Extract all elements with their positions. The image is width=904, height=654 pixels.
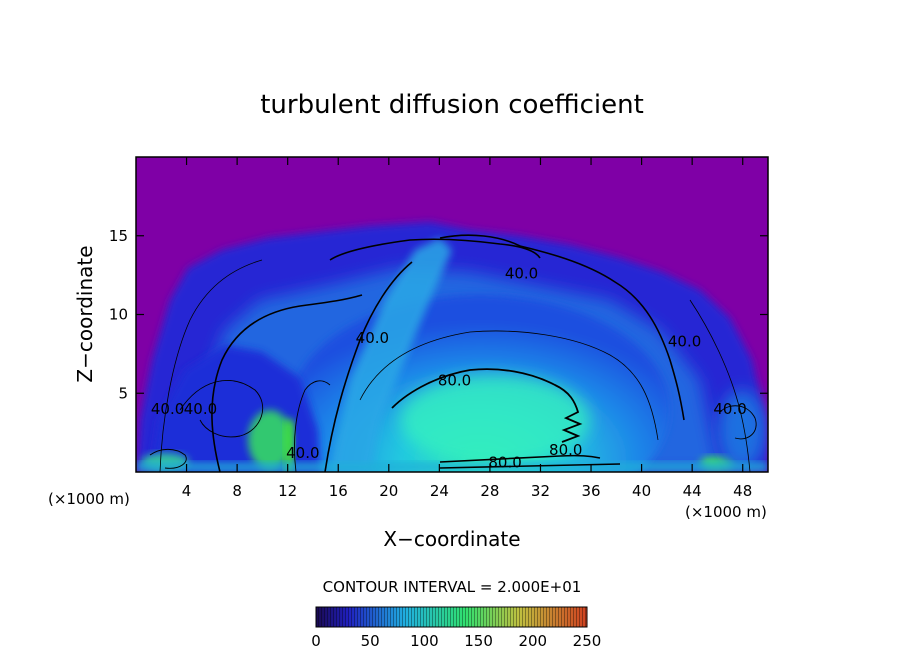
x-unit-left: (×1000 m) — [48, 490, 130, 508]
contour-lines — [149, 234, 757, 472]
y-axis-label: Z−coordinate — [73, 245, 97, 382]
field-right-eddy — [718, 390, 766, 470]
x-tick-label: 4 — [182, 482, 192, 500]
contour-40-main — [439, 234, 685, 421]
x-tick-label: 44 — [683, 482, 702, 500]
field-left-bright — [248, 410, 292, 470]
field-left-spike — [284, 420, 294, 472]
contour-eddy-4 — [294, 380, 331, 472]
contour-40-left — [211, 294, 363, 472]
colorbar-tick-label: 0 — [311, 632, 321, 650]
contour-label: 40.0 — [713, 400, 746, 418]
field-core-peak — [400, 375, 590, 465]
contour-60-inner — [359, 330, 659, 441]
contour-label: 80.0 — [488, 454, 521, 472]
contour-20-outer — [159, 259, 263, 472]
contour-label: 80.0 — [438, 372, 471, 390]
contour-label: 40.0 — [668, 332, 701, 350]
contour-eddy-3 — [719, 405, 757, 440]
x-tick-label: 32 — [531, 482, 550, 500]
x-unit-right: (×1000 m) — [685, 503, 767, 521]
y-axis: 5 10 15 — [109, 227, 768, 402]
contour-40-top — [329, 238, 541, 261]
x-axis-label: X−coordinate — [383, 527, 520, 551]
contour-80-core — [391, 368, 583, 443]
x-tick-label: 24 — [430, 482, 449, 500]
contour-20-right — [689, 299, 751, 472]
x-tick-label: 12 — [278, 482, 297, 500]
contour-80-bottom-1 — [439, 454, 601, 463]
contour-eddy-2 — [149, 448, 187, 469]
colorbar-tick-label: 150 — [464, 632, 493, 650]
contour-label: 40.0 — [151, 400, 184, 418]
x-tick-label: 16 — [329, 482, 348, 500]
x-tick-label: 20 — [379, 482, 398, 500]
colorbar-frame — [315, 606, 588, 628]
x-tick-label: 28 — [480, 482, 499, 500]
contour-label: 40.0 — [505, 265, 538, 283]
contour-80-bottom-2 — [439, 463, 621, 469]
contour-label: 40.0 — [184, 400, 217, 418]
y-tick-label: 15 — [109, 227, 128, 245]
x-tick-label: 48 — [733, 482, 752, 500]
plot-area: 40.080.080.080.040.040.040.0 40.0 40.040.0 — [136, 157, 768, 472]
contour-40-updraft — [324, 261, 413, 472]
contour-label: 80.0 — [549, 441, 582, 459]
colorbar-ticks: 0 50 100 150 200 250 — [311, 632, 601, 650]
contour-eddy-1 — [179, 380, 264, 438]
colorbar: 0 50 100 150 200 250 — [311, 606, 601, 650]
contour-label: 40.0 — [356, 329, 389, 347]
x-tick-label: 40 — [632, 482, 651, 500]
colorbar-stripes — [316, 607, 587, 627]
x-tick-label: 8 — [232, 482, 242, 500]
field-updraft — [330, 238, 452, 472]
contour-label: 40.0 — [286, 444, 319, 462]
colorbar-tick-label: 200 — [518, 632, 547, 650]
y-tick-label: 10 — [109, 306, 128, 324]
contour-labels: 40.080.080.080.040.040.040.0 40.0 40.040.0 — [151, 265, 747, 472]
colorbar-tick-label: 100 — [410, 632, 439, 650]
x-tick-label: 36 — [581, 482, 600, 500]
contour-interval-text: CONTOUR INTERVAL = 2.000E+01 — [323, 578, 582, 596]
colorbar-tick-label: 250 — [573, 632, 602, 650]
colorbar-tick-label: 50 — [361, 632, 380, 650]
chart-title: turbulent diffusion coefficient — [260, 90, 644, 120]
y-tick-label: 5 — [118, 384, 128, 402]
x-axis: 4 8 12 16 20 24 28 32 36 40 44 48 — [182, 157, 752, 500]
